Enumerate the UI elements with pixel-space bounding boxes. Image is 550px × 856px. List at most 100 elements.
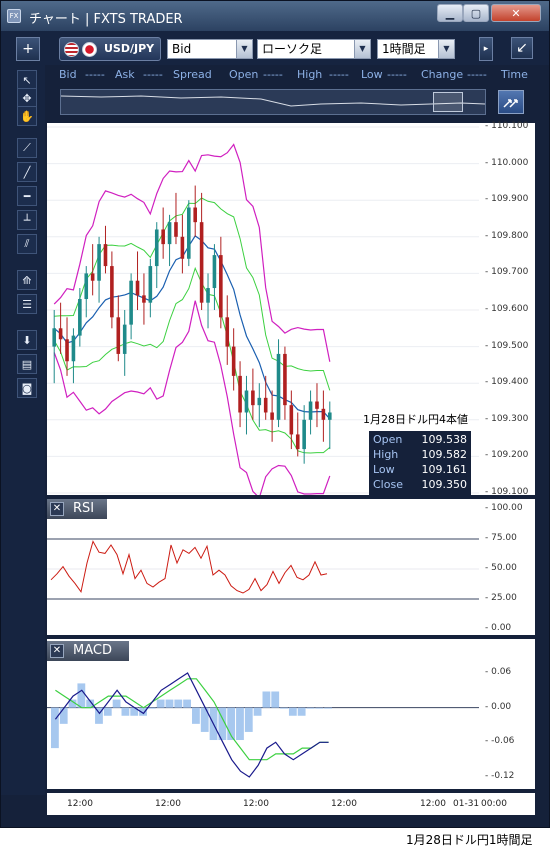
ohlc-close-row: Close 109.350 [373, 478, 467, 493]
price-tick-label: - 110.100 [485, 121, 529, 131]
quote-low-label: Low [361, 68, 383, 81]
macd-histogram-bar [306, 707, 315, 709]
add-chart-button[interactable]: + [16, 37, 40, 61]
candle-body [327, 412, 332, 420]
macd-axis[interactable]: - 0.06 - 0.00 - -0.06 - -0.12 [479, 639, 535, 789]
us-flag-icon [64, 42, 79, 57]
candle-body [251, 390, 255, 406]
ohlc-open-row: Open 109.538 [373, 433, 467, 448]
quote-change-value: ----- [467, 68, 487, 81]
title-bar[interactable]: FX チャート | FXTS TRADER ▁ ▢ ✕ [1, 1, 549, 31]
ohlc-low-value: 109.161 [421, 463, 468, 476]
macd-plot-area[interactable] [47, 639, 479, 789]
macd-title: MACD [73, 643, 112, 658]
window-title: チャート | FXTS TRADER [29, 12, 183, 27]
ohlc-open-label: Open [373, 433, 403, 446]
candle-body [238, 375, 242, 413]
time-axis[interactable]: 12:00 12:00 12:00 12:00 12:00 01-31 00:0… [47, 793, 535, 815]
x-tick: 00:00 [481, 799, 507, 809]
ohlc-high-row: High 109.582 [373, 448, 467, 463]
minimize-button[interactable]: ▁ [437, 4, 463, 22]
chevron-right-icon: ▸ [483, 44, 489, 54]
macd-histogram-bar [103, 707, 112, 716]
candle-body [161, 229, 165, 245]
candle-body [129, 280, 133, 325]
camera-icon[interactable]: ◙ [17, 378, 37, 398]
line-icon[interactable]: ╱ [17, 162, 37, 182]
candle-body [257, 397, 262, 406]
price-type-select[interactable]: Bid ▼ [167, 39, 253, 59]
fan-icon[interactable]: ⟰ [17, 270, 37, 290]
navigator-overview[interactable] [60, 89, 486, 115]
candle-body [289, 405, 294, 435]
candle-body [174, 222, 178, 237]
maximize-icon: ▢ [470, 6, 482, 20]
navigator-line [60, 95, 486, 107]
cursor-icon[interactable]: ↖ [17, 70, 37, 90]
rsi-tick-label: - 25.00 [485, 593, 517, 603]
ohlc-high-label: High [373, 448, 399, 461]
candle-body [58, 328, 63, 340]
macd-histogram-bar [59, 707, 68, 724]
macd-histogram-bar [51, 707, 59, 749]
rsi-plot-area[interactable] [47, 499, 479, 635]
hand-icon[interactable]: ✋ [17, 106, 37, 126]
list-icon[interactable]: ▤ [17, 354, 37, 374]
price-tick-label: - 109.600 [485, 304, 529, 314]
close-button[interactable]: ✕ [491, 4, 541, 22]
candle-body [103, 244, 108, 267]
timeframe-value: 1時間足 [382, 42, 426, 56]
rsi-axis[interactable]: - 100.00 - 75.00 - 50.00 - 25.00 - 0.00 [479, 499, 535, 635]
candle-body [65, 339, 69, 362]
toolbar-scroll-button[interactable]: ▸ [479, 37, 493, 61]
macd-histogram-bar [77, 683, 86, 708]
chart-type-value: ローソク足 [262, 42, 323, 56]
close-macd-button[interactable]: ✕ [50, 644, 64, 658]
price-axis[interactable]: - 110.100 - 110.000 - 109.900 - 109.800 - 10… [479, 121, 535, 497]
macd-histogram-bar [95, 707, 103, 724]
download-icon[interactable]: ⬇ [17, 330, 37, 350]
candle-body [180, 236, 185, 259]
quote-row: Bid ----- Ask ----- Spread Open ----- Hi… [57, 67, 537, 83]
candle-body [97, 244, 101, 281]
timeframe-select[interactable]: 1時間足 ▼ [377, 39, 455, 59]
quote-spread-label: Spread [173, 68, 212, 81]
macd-tick-label: - -0.06 [485, 736, 515, 747]
macd-tick-label: - 0.00 [485, 701, 512, 712]
macd-histogram-bar [324, 707, 332, 709]
macd-histogram-bar [68, 699, 77, 708]
quote-high-value: ----- [329, 68, 349, 81]
macd-histogram-bar [192, 707, 200, 724]
quote-open-value: ----- [263, 68, 283, 81]
candle-body [302, 419, 306, 450]
symbol-button[interactable]: USD/JPY [59, 37, 161, 61]
chevron-down-icon: ▼ [236, 40, 252, 58]
fibonacci-icon[interactable]: ☰ [17, 294, 37, 314]
parallel-lines-icon[interactable]: ⫽ [17, 234, 37, 254]
candle-body [110, 266, 114, 318]
chart-type-select[interactable]: ローソク足 ▼ [257, 39, 371, 59]
rsi-pane-header: ✕ RSI [47, 499, 107, 519]
price-tick-label: - 109.400 [485, 377, 529, 388]
navigator-window-handle[interactable] [433, 92, 463, 112]
price-tick-label: - 110.000 [485, 157, 529, 168]
candle-body [276, 353, 281, 420]
price-tick-label: - 109.200 [485, 450, 529, 461]
maximize-button[interactable]: ▢ [463, 4, 489, 22]
candle-body [295, 434, 300, 450]
vertical-line-icon[interactable]: ┴ [17, 210, 37, 230]
close-rsi-button[interactable]: ✕ [50, 502, 64, 516]
fit-view-button[interactable] [498, 90, 524, 114]
macd-histogram-bar [227, 707, 236, 741]
candle-body [90, 273, 95, 281]
undock-button[interactable]: ↙ [511, 37, 533, 59]
trendline-icon[interactable]: ⟋ [17, 138, 37, 158]
macd-line [54, 672, 329, 778]
rsi-title: RSI [73, 501, 95, 516]
horizontal-line-icon[interactable]: ━ [17, 186, 37, 206]
macd-histogram-bar [86, 699, 95, 708]
crosshair-icon[interactable]: ✥ [17, 88, 37, 108]
candle-body [263, 397, 268, 413]
jp-flag-icon [82, 42, 97, 57]
candle-body [270, 412, 274, 420]
